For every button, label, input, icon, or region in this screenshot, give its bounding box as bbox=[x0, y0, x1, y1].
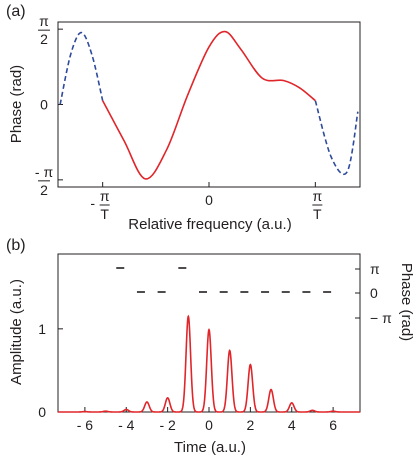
panel-a-series-line-dashed bbox=[59, 31, 104, 105]
panel-b-y2tick-label: π bbox=[370, 261, 380, 277]
panel-a-xtick-label: 0 bbox=[205, 192, 213, 208]
panel-b-y2tick-label: 0 bbox=[370, 285, 378, 301]
panel-b-xlabel: Time (a.u.) bbox=[174, 439, 246, 456]
panel-b-y2tick-label: − π bbox=[370, 310, 392, 326]
panel-b-xtick-label: - 6 bbox=[77, 417, 94, 433]
panel-b-xtick-label: 6 bbox=[329, 417, 337, 433]
panel-b-label: (b) bbox=[6, 237, 26, 254]
panel-b-y2label: Phase (rad) bbox=[398, 263, 415, 341]
panel-b-xtick-label: 0 bbox=[205, 417, 213, 433]
panel-b-xtick-label: 4 bbox=[288, 417, 296, 433]
panel-b-xtick-label: - 2 bbox=[159, 417, 176, 433]
panel-a-xtick-denominator: T bbox=[313, 206, 322, 222]
panel-a-ytick-denominator: 2 bbox=[40, 31, 48, 47]
panel-a-ytick-numerator: π bbox=[39, 13, 49, 29]
panel-a-ylabel: Phase (rad) bbox=[8, 65, 25, 143]
panel-a-xtick-denominator: T bbox=[100, 206, 109, 222]
panel-a-xlabel: Relative frequency (a.u.) bbox=[128, 216, 291, 233]
panel-a-xtick-numerator: π bbox=[100, 188, 110, 204]
panel-a-ytick-sign: - π bbox=[35, 164, 54, 180]
panel-b-ytick-label: 1 bbox=[38, 321, 46, 337]
panel-a-label: (a) bbox=[6, 3, 26, 20]
panel-a-series-line-dashed bbox=[314, 100, 359, 176]
panel-a-xtick-sign: - bbox=[90, 195, 95, 211]
panel-b-ylabel: Amplitude (a.u.) bbox=[8, 279, 25, 385]
panel-a-ytick-label: 0 bbox=[40, 97, 48, 113]
panel-b-series bbox=[58, 267, 360, 413]
panel-a-series bbox=[59, 30, 359, 180]
panel-b: (b) - 6 - 4 - 2 0 2 4 6 0 1 π 0 − π Time (a.u.) Amp… bbox=[6, 237, 415, 456]
panel-b-ytick-label: 0 bbox=[38, 404, 46, 420]
panel-a-xtick-numerator: π bbox=[313, 188, 323, 204]
panel-a-series-line-solid bbox=[101, 30, 316, 180]
panel-b-xtick-label: 2 bbox=[246, 417, 254, 433]
panel-a-ytick-denominator: 2 bbox=[40, 182, 48, 198]
panel-b-xtick-label: - 4 bbox=[118, 417, 135, 433]
panel-b-amplitude-line bbox=[58, 314, 360, 413]
panel-b-ticks: - 6 - 4 - 2 0 2 4 6 0 1 π 0 − π bbox=[38, 261, 392, 433]
